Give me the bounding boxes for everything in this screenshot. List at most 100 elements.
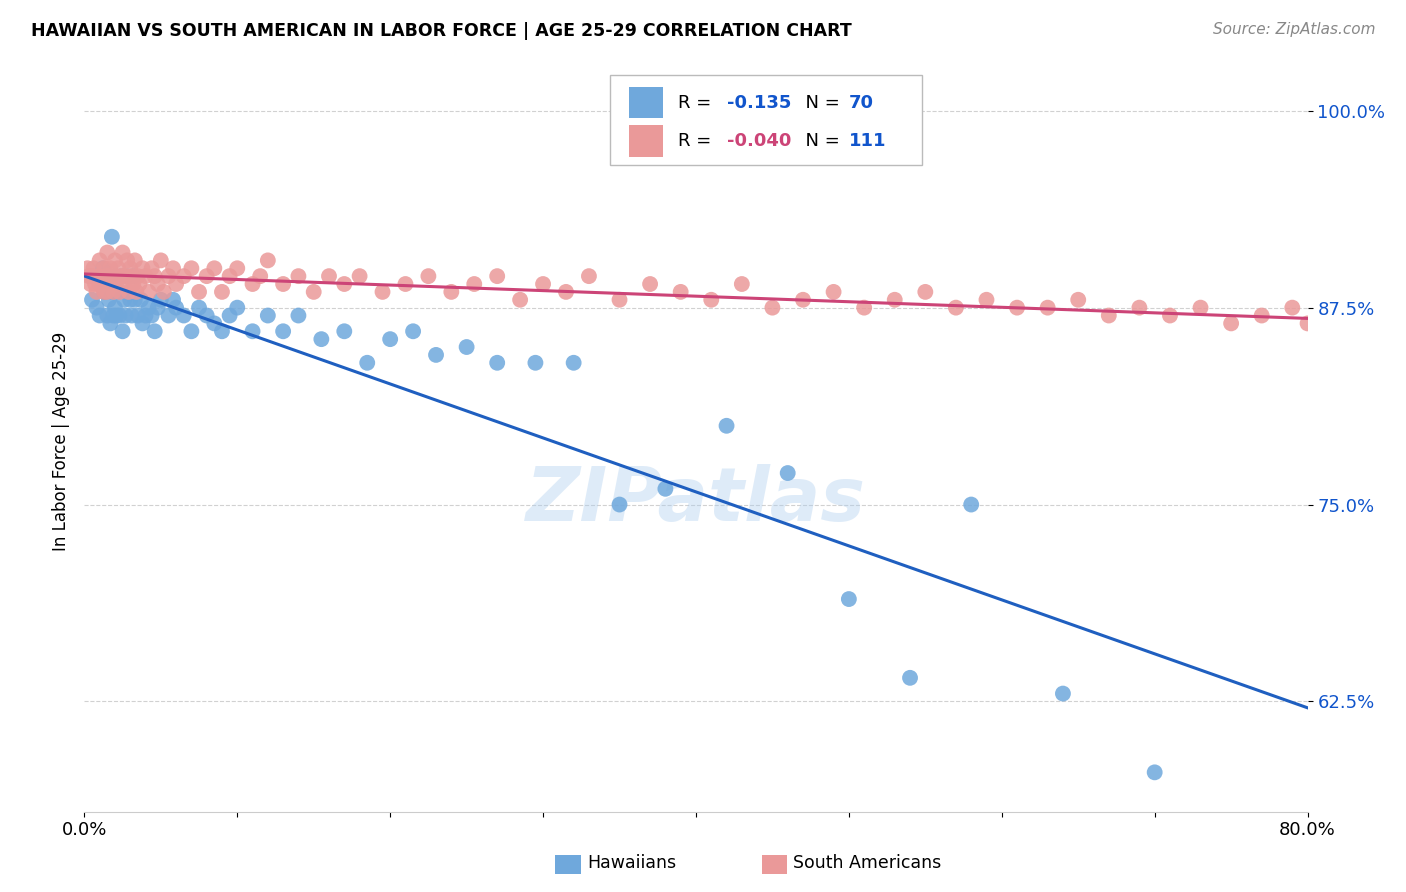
Text: South Americans: South Americans	[793, 855, 941, 872]
Point	[104, 269, 127, 284]
Point	[96, 269, 118, 284]
Point	[356, 356, 378, 370]
Point	[120, 293, 142, 307]
Point	[1296, 317, 1319, 331]
Point	[157, 269, 180, 284]
Point	[89, 277, 111, 291]
Point	[838, 592, 860, 607]
Point	[162, 293, 184, 307]
Point	[111, 245, 134, 260]
Point	[1098, 309, 1121, 323]
Point	[609, 498, 631, 512]
Point	[141, 261, 163, 276]
Point	[609, 293, 631, 307]
Point	[89, 277, 111, 291]
Point	[333, 324, 356, 338]
Point	[440, 285, 463, 299]
Point	[90, 269, 112, 284]
Point	[165, 301, 187, 315]
Point	[180, 261, 202, 276]
Point	[80, 293, 103, 307]
Point	[110, 269, 132, 284]
Point	[242, 324, 264, 338]
Point	[257, 309, 280, 323]
Point	[149, 253, 172, 268]
Point	[135, 269, 157, 284]
Point	[128, 277, 150, 291]
Point	[94, 269, 117, 284]
Point	[669, 285, 692, 299]
Point	[114, 269, 136, 284]
Point	[578, 269, 600, 284]
Text: Source: ZipAtlas.com: Source: ZipAtlas.com	[1212, 22, 1375, 37]
Y-axis label: In Labor Force | Age 25-29: In Labor Force | Age 25-29	[52, 332, 70, 551]
Point	[287, 309, 309, 323]
Text: ZIPatlas: ZIPatlas	[526, 464, 866, 537]
Point	[486, 269, 509, 284]
Point	[1381, 309, 1403, 323]
Point	[945, 301, 967, 315]
Point	[271, 277, 294, 291]
Point	[138, 285, 160, 299]
Point	[638, 277, 661, 291]
Point	[349, 269, 371, 284]
Point	[1358, 317, 1381, 331]
Point	[101, 277, 124, 291]
Point	[761, 301, 783, 315]
Point	[371, 285, 394, 299]
Point	[97, 269, 120, 284]
Point	[101, 285, 124, 299]
Point	[143, 269, 166, 284]
Point	[1189, 301, 1212, 315]
Point	[1403, 324, 1406, 338]
Point	[98, 261, 121, 276]
Point	[1220, 317, 1243, 331]
Point	[153, 285, 176, 299]
Point	[776, 466, 799, 480]
Point	[425, 348, 447, 362]
Point	[93, 285, 115, 299]
Point	[93, 261, 115, 276]
Point	[104, 301, 127, 315]
Point	[188, 301, 211, 315]
Point	[1343, 309, 1365, 323]
Text: -0.135: -0.135	[727, 94, 792, 112]
Point	[105, 309, 128, 323]
Point	[121, 309, 143, 323]
Point	[555, 285, 578, 299]
Point	[162, 261, 184, 276]
Point	[120, 261, 142, 276]
Point	[143, 324, 166, 338]
Point	[127, 309, 149, 323]
Point	[249, 269, 271, 284]
Point	[104, 269, 127, 284]
Point	[129, 293, 152, 307]
Point	[218, 269, 240, 284]
Text: HAWAIIAN VS SOUTH AMERICAN IN LABOR FORCE | AGE 25-29 CORRELATION CHART: HAWAIIAN VS SOUTH AMERICAN IN LABOR FORC…	[31, 22, 852, 40]
Point	[1312, 301, 1334, 315]
Point	[141, 309, 163, 323]
Point	[146, 277, 169, 291]
Point	[463, 277, 485, 291]
Point	[531, 277, 554, 291]
Point	[242, 277, 264, 291]
Point	[1327, 324, 1350, 338]
Text: R =: R =	[678, 94, 717, 112]
Point	[125, 285, 148, 299]
Point	[883, 293, 905, 307]
Point	[101, 229, 124, 244]
Point	[1143, 765, 1166, 780]
Point	[1396, 317, 1406, 331]
Point	[976, 293, 998, 307]
Point	[76, 261, 98, 276]
Point	[138, 301, 160, 315]
Text: N =: N =	[794, 94, 845, 112]
Point	[524, 356, 547, 370]
Point	[105, 277, 128, 291]
Point	[1281, 301, 1303, 315]
Point	[127, 269, 149, 284]
Point	[1128, 301, 1150, 315]
Point	[456, 340, 478, 354]
Point	[89, 253, 111, 268]
FancyBboxPatch shape	[628, 126, 664, 156]
